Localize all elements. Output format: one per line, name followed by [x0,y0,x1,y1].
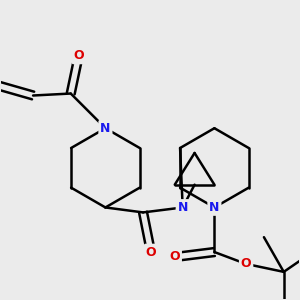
Text: N: N [100,122,111,135]
Text: O: O [169,250,180,263]
Text: O: O [74,50,84,62]
Text: N: N [209,201,220,214]
Text: O: O [241,257,251,270]
Text: O: O [146,245,156,259]
Text: N: N [178,201,188,214]
